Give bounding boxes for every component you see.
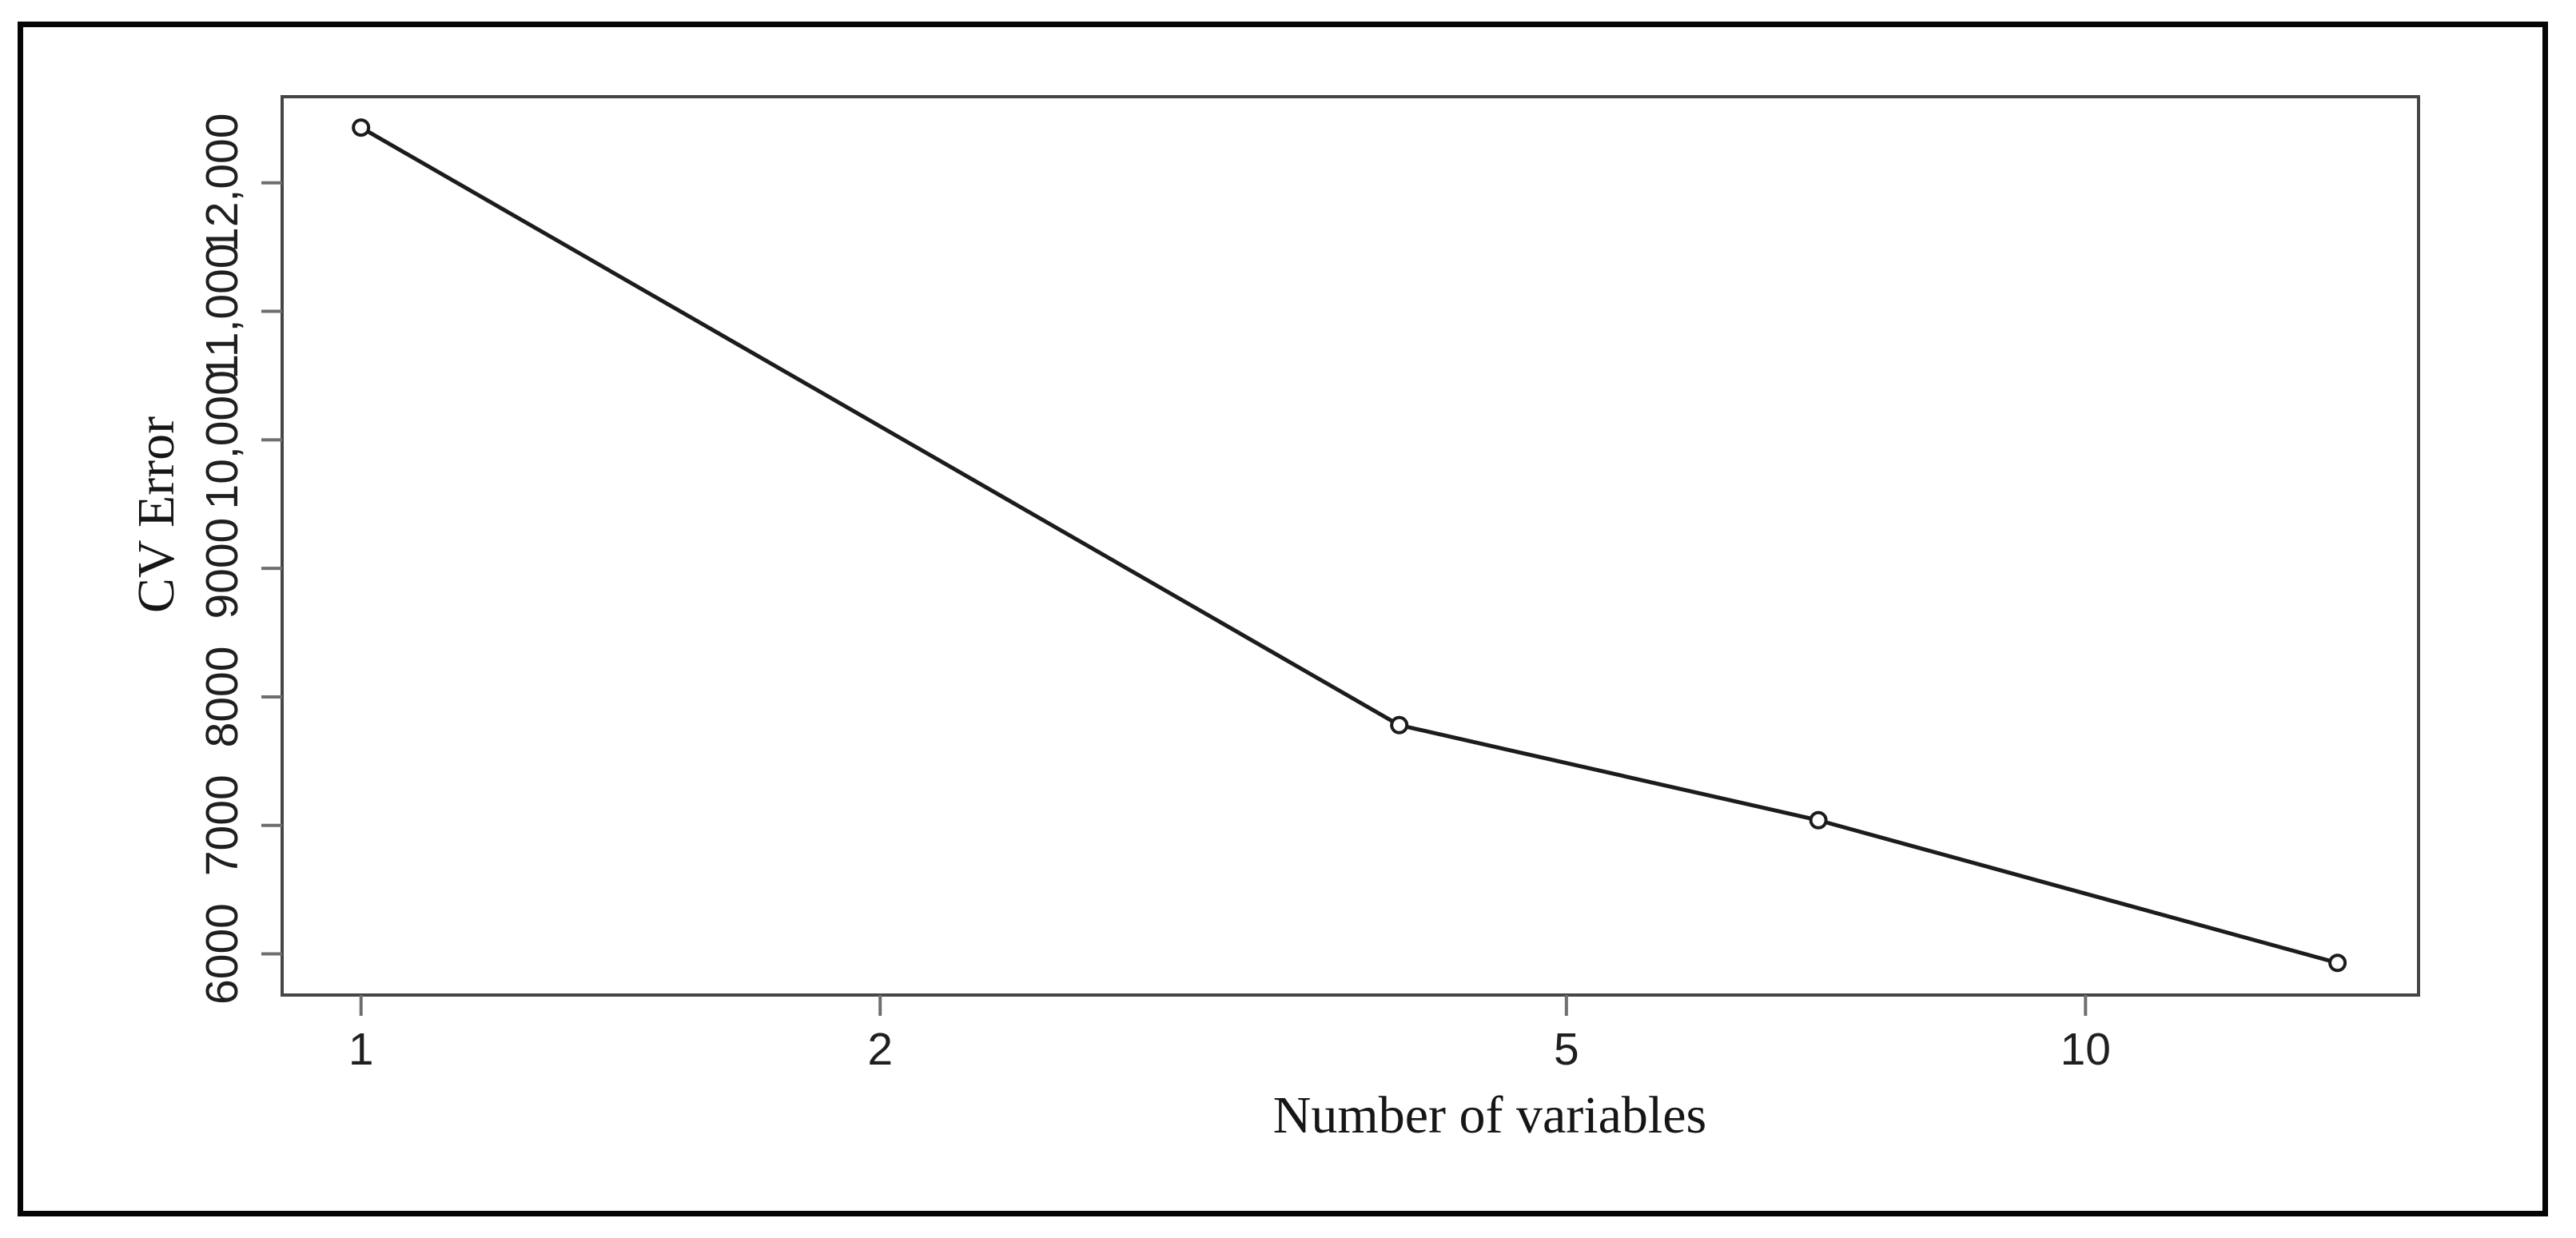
cv-error-series-line xyxy=(359,125,2340,965)
data-point-marker xyxy=(1809,810,1828,830)
y-tick-label: 12,000 xyxy=(197,113,248,253)
x-tick-label: 10 xyxy=(2060,1024,2111,1075)
y-tick-label: 7000 xyxy=(197,774,248,876)
data-point-marker xyxy=(1390,715,1409,734)
y-axis-title: CV Error xyxy=(127,416,185,614)
plot-box-border xyxy=(281,95,2420,997)
x-tick-label: 1 xyxy=(348,1024,374,1075)
y-tick-label: 10,000 xyxy=(197,370,248,509)
y-tick-label: 9000 xyxy=(197,518,248,619)
x-tick-label: 5 xyxy=(1554,1024,1579,1075)
x-tick-label: 2 xyxy=(867,1024,893,1075)
data-point-marker xyxy=(352,118,371,137)
y-tick-label: 8000 xyxy=(197,647,248,748)
figure-frame xyxy=(18,22,2548,1216)
y-tick-label: 6000 xyxy=(197,903,248,1005)
x-axis-title: Number of variables xyxy=(1272,1086,1707,1144)
data-point-marker xyxy=(2328,953,2347,973)
y-tick-label: 11,000 xyxy=(197,243,248,379)
